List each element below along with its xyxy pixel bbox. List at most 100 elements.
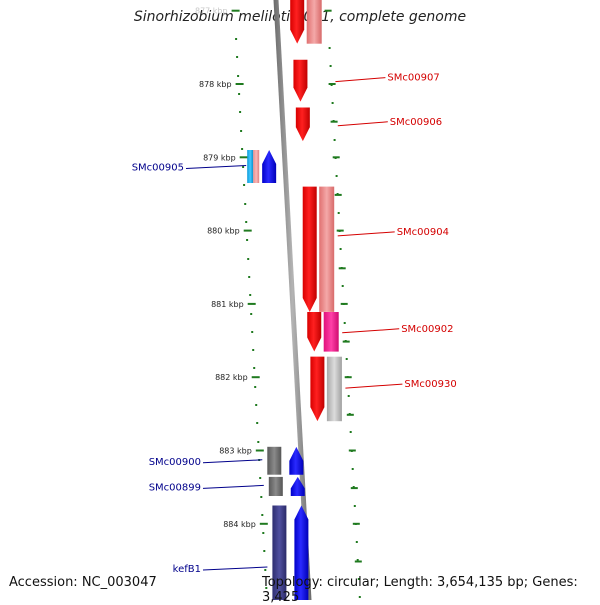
axis-dot: [335, 175, 338, 177]
axis-major-tick: [251, 376, 260, 379]
gene-track-kefb1: [272, 505, 287, 600]
axis-major-tick-right: [336, 229, 344, 232]
axis-dot: [341, 285, 344, 287]
axis-dot: [239, 111, 242, 113]
gene-arrow-smc00900[interactable]: [289, 446, 304, 475]
axis-dot: [254, 386, 257, 388]
axis-tick-label: 881 kbp: [211, 300, 244, 309]
axis-dot: [250, 313, 253, 315]
axis-dot: [351, 468, 354, 470]
gene-label-smc00906[interactable]: SMc00906: [390, 117, 442, 128]
axis-dot: [257, 441, 260, 443]
axis-dot: [248, 276, 251, 278]
axis-minor-tick: [334, 193, 342, 196]
axis-dot: [331, 102, 334, 104]
axis-major-tick: [255, 449, 264, 452]
gene-track-smc00902: [323, 312, 339, 352]
axis-dot: [262, 532, 265, 534]
gene-label-leader: [185, 165, 247, 169]
accession-text: Accession: NC_003047: [9, 575, 157, 590]
axis-minor-tick: [330, 120, 338, 123]
axis-dot: [244, 203, 247, 205]
axis-dot: [349, 431, 352, 433]
axis-major-tick-right: [344, 376, 352, 379]
axis-dot: [356, 559, 359, 561]
axis-dot: [247, 258, 250, 260]
axis-dot: [251, 331, 254, 333]
gene-label-smc00900[interactable]: SMc00900: [149, 457, 201, 468]
axis-dot: [256, 422, 259, 424]
gene-label-leader: [335, 77, 386, 83]
axis-major-tick-right: [324, 9, 332, 12]
axis-tick-label: 878 kbp: [199, 80, 232, 89]
gene-label-smc00907[interactable]: SMc00907: [387, 73, 439, 84]
axis-dot: [357, 578, 360, 580]
axis-major-tick-right: [348, 449, 356, 452]
axis-major-tick: [247, 302, 256, 305]
axis-dot: [241, 148, 244, 150]
gene-track-smc00900: [267, 446, 282, 475]
axis-minor-tick: [342, 340, 350, 343]
axis-dot: [347, 395, 350, 397]
gene-label-smc00899[interactable]: SMc00899: [149, 482, 201, 493]
axis-dot: [339, 248, 342, 250]
axis-dot: [264, 569, 267, 571]
gene-label-smc00905[interactable]: SMc00905: [132, 163, 184, 174]
axis-dot: [259, 477, 262, 479]
axis-dot: [240, 130, 243, 132]
axis-dot: [329, 65, 332, 67]
gene-arrow-smc00930[interactable]: [310, 356, 325, 422]
gene-label-smc00930[interactable]: SMc00930: [404, 379, 456, 390]
axis-dot: [238, 93, 241, 95]
gene-arrow-unnamed[interactable]: [290, 0, 305, 44]
genome-stats-text: Topology: circular; Length: 3,654,135 bp…: [262, 575, 578, 605]
gene-arrow-smc00904[interactable]: [302, 186, 317, 312]
gene-label-leader: [337, 121, 388, 127]
axis-minor-tick: [354, 560, 362, 563]
axis-dot: [328, 47, 331, 49]
gene-label-leader: [202, 484, 264, 489]
axis-minor-tick: [350, 487, 358, 490]
gene-track-smc00930: [326, 356, 342, 422]
axis-dot: [252, 349, 255, 351]
gene-label-leader: [337, 231, 395, 237]
gene-label-smc00902[interactable]: SMc00902: [401, 324, 453, 335]
gene-track-smc00899: [268, 476, 283, 496]
axis-tick-label: 879 kbp: [203, 153, 236, 162]
gene-track-unnamed: [306, 0, 322, 44]
axis-major-tick-right: [332, 156, 340, 159]
axis-major-tick: [231, 9, 240, 12]
gene-label-smc00904[interactable]: SMc00904: [397, 227, 449, 238]
axis-dot: [355, 541, 358, 543]
axis-dot: [249, 294, 252, 296]
gene-label-kefb1[interactable]: kefB1: [173, 564, 201, 575]
axis-major-tick: [239, 156, 248, 159]
gene-arrow-smc00906[interactable]: [295, 107, 310, 142]
axis-dot: [337, 212, 340, 214]
axis-tick-label: 883 kbp: [219, 447, 252, 456]
axis-dot: [245, 221, 248, 223]
gene-arrow-kefb1[interactable]: [294, 505, 309, 600]
gene-arrow-smc00902[interactable]: [307, 311, 322, 352]
axis-dot: [345, 358, 348, 360]
axis-tick-label: 882 kbp: [215, 373, 248, 382]
axis-dot: [255, 404, 258, 406]
axis-dot: [261, 514, 264, 516]
axis-dot: [353, 505, 356, 507]
gene-track-smc00905-b: [253, 150, 260, 183]
axis-major-tick-right: [352, 522, 360, 525]
axis-major-tick-right: [328, 83, 336, 85]
axis-dot: [265, 587, 268, 589]
axis-dot: [352, 486, 355, 488]
axis-dot: [235, 38, 238, 40]
axis-dot: [242, 166, 245, 168]
axis-major-tick: [243, 229, 252, 232]
genome-backbone: [273, 0, 312, 600]
gene-arrow-smc00899[interactable]: [290, 476, 305, 496]
gene-label-leader: [345, 383, 403, 389]
gene-arrow-smc00907[interactable]: [293, 59, 308, 102]
axis-dot: [343, 322, 346, 324]
axis-dot: [263, 550, 266, 552]
gene-arrow-smc00905[interactable]: [262, 149, 277, 183]
